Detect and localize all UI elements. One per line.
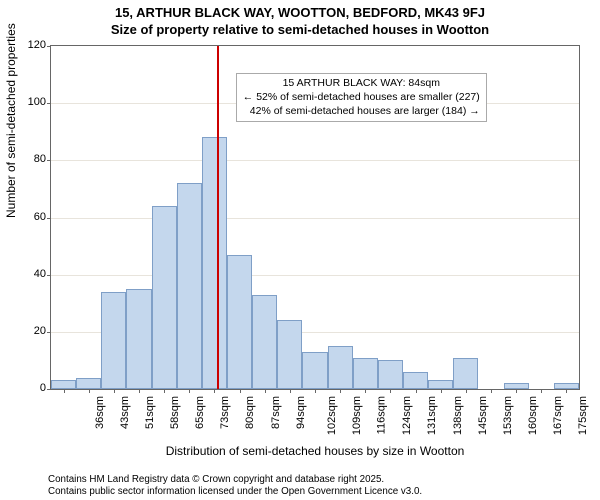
histogram-bar <box>51 380 76 389</box>
histogram-bar <box>378 360 403 389</box>
reference-line <box>217 46 219 389</box>
ytick-mark <box>47 218 51 219</box>
xtick-mark <box>566 389 567 393</box>
x-axis-label: Distribution of semi-detached houses by … <box>50 444 580 458</box>
xtick-label: 87sqm <box>270 396 282 429</box>
xtick-label: 94sqm <box>295 396 307 429</box>
histogram-bar <box>227 255 252 389</box>
annotation-line2: ← 52% of semi-detached houses are smalle… <box>243 91 480 105</box>
xtick-label: 116sqm <box>375 396 387 434</box>
xtick-mark <box>290 389 291 393</box>
xtick-label: 43sqm <box>119 396 131 429</box>
y-axis-label: Number of semi-detached properties <box>4 23 18 218</box>
xtick-label: 73sqm <box>219 396 231 429</box>
xtick-label: 102sqm <box>326 396 338 435</box>
histogram-bar <box>302 352 327 389</box>
xtick-label: 51sqm <box>144 396 156 429</box>
histogram-bar <box>353 358 378 389</box>
xtick-mark <box>315 389 316 393</box>
xtick-mark <box>214 389 215 393</box>
xtick-mark <box>64 389 65 393</box>
histogram-bar <box>152 206 177 389</box>
xtick-label: 36sqm <box>94 396 106 429</box>
ytick-mark <box>47 275 51 276</box>
chart-title-line1: 15, ARTHUR BLACK WAY, WOOTTON, BEDFORD, … <box>0 5 600 20</box>
xtick-label: 138sqm <box>452 396 464 435</box>
xtick-label: 175sqm <box>577 396 589 435</box>
histogram-bar <box>202 137 227 389</box>
ytick-label: 0 <box>40 382 46 394</box>
ytick-mark <box>47 103 51 104</box>
xtick-label: 131sqm <box>427 396 439 435</box>
xtick-mark <box>240 389 241 393</box>
xtick-label: 167sqm <box>552 396 564 435</box>
xtick-label: 153sqm <box>502 396 514 435</box>
annotation-line1: 15 ARTHUR BLACK WAY: 84sqm <box>243 77 480 91</box>
xtick-label: 58sqm <box>169 396 181 429</box>
histogram-bar <box>126 289 151 389</box>
ytick-label: 60 <box>34 211 46 223</box>
ytick-label: 40 <box>34 268 46 280</box>
xtick-mark <box>114 389 115 393</box>
xtick-label: 145sqm <box>477 396 489 435</box>
ytick-mark <box>47 389 51 390</box>
chart-container: 15, ARTHUR BLACK WAY, WOOTTON, BEDFORD, … <box>0 0 600 500</box>
xtick-mark <box>416 389 417 393</box>
ytick-label: 80 <box>34 153 46 165</box>
xtick-mark <box>265 389 266 393</box>
xtick-mark <box>365 389 366 393</box>
annotation-line3: 42% of semi-detached houses are larger (… <box>243 105 480 119</box>
ytick-label: 20 <box>34 325 46 337</box>
footer-line2: Contains public sector information licen… <box>48 486 422 498</box>
histogram-bar <box>177 183 202 389</box>
histogram-bar <box>403 372 428 389</box>
histogram-bar <box>277 320 302 389</box>
xtick-mark <box>164 389 165 393</box>
xtick-label: 109sqm <box>351 396 363 435</box>
xtick-mark <box>541 389 542 393</box>
xtick-label: 65sqm <box>194 396 206 429</box>
annotation-box: 15 ARTHUR BLACK WAY: 84sqm← 52% of semi-… <box>236 73 487 122</box>
xtick-mark <box>441 389 442 393</box>
xtick-mark <box>340 389 341 393</box>
xtick-label: 160sqm <box>527 396 539 435</box>
xtick-mark <box>516 389 517 393</box>
ytick-mark <box>47 46 51 47</box>
xtick-mark <box>89 389 90 393</box>
xtick-label: 124sqm <box>401 396 413 435</box>
ytick-mark <box>47 332 51 333</box>
xtick-mark <box>189 389 190 393</box>
xtick-mark <box>466 389 467 393</box>
gridline <box>51 275 579 276</box>
histogram-bar <box>101 292 126 389</box>
attribution-footer: Contains HM Land Registry data © Crown c… <box>48 474 422 498</box>
histogram-bar <box>453 358 478 389</box>
ytick-label: 120 <box>28 39 46 51</box>
gridline <box>51 160 579 161</box>
histogram-bar <box>328 346 353 389</box>
histogram-bar <box>428 380 453 389</box>
xtick-mark <box>390 389 391 393</box>
histogram-bar <box>252 295 277 389</box>
ytick-label: 100 <box>28 96 46 108</box>
ytick-mark <box>47 160 51 161</box>
chart-title-line2: Size of property relative to semi-detach… <box>0 22 600 37</box>
xtick-mark <box>491 389 492 393</box>
xtick-label: 80sqm <box>244 396 256 429</box>
plot-area: 15 ARTHUR BLACK WAY: 84sqm← 52% of semi-… <box>50 45 580 390</box>
footer-line1: Contains HM Land Registry data © Crown c… <box>48 474 422 486</box>
gridline <box>51 218 579 219</box>
histogram-bar <box>76 378 101 389</box>
xtick-mark <box>139 389 140 393</box>
